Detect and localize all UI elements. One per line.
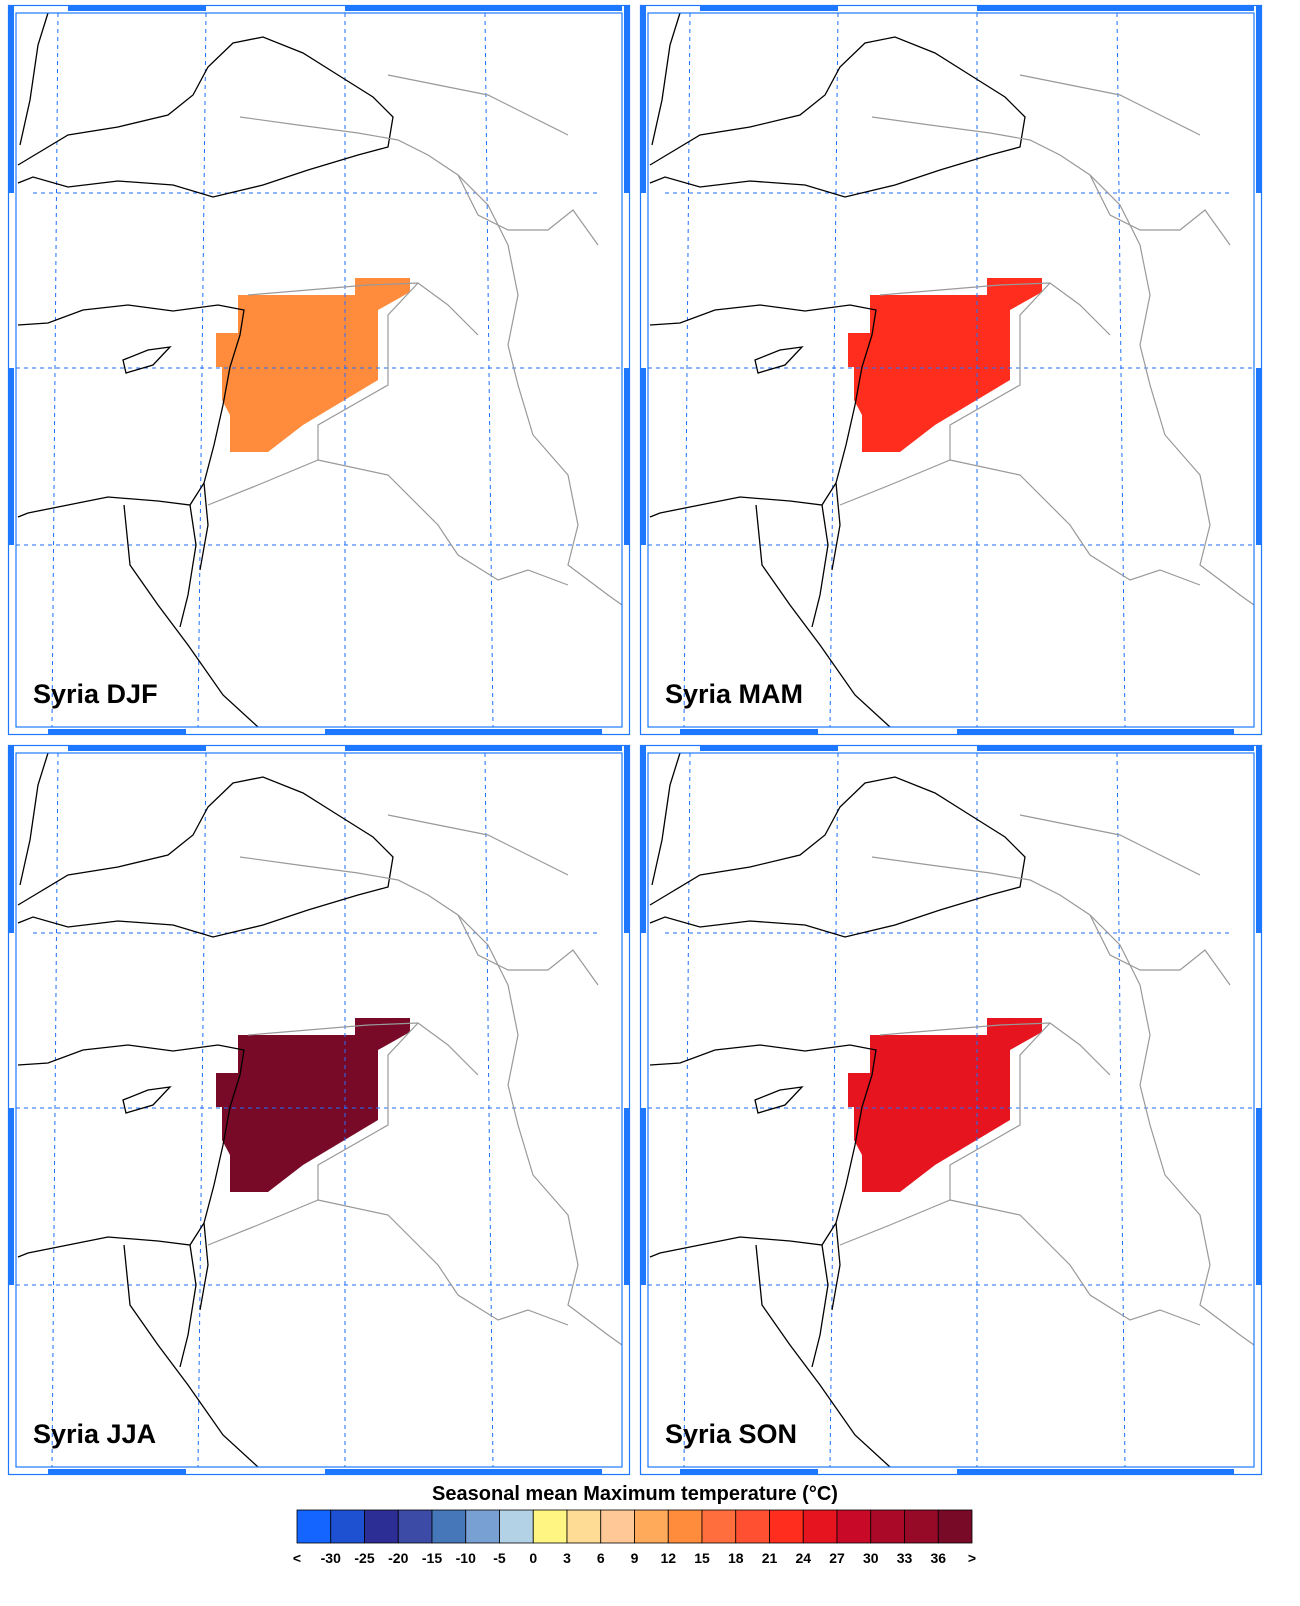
colorbar-label: -30 bbox=[321, 1550, 341, 1566]
colorbar-label: 24 bbox=[795, 1550, 811, 1566]
frame-bar bbox=[325, 1469, 602, 1475]
frame-bar bbox=[640, 1108, 646, 1285]
colorbar-label: -25 bbox=[354, 1550, 374, 1566]
colorbar-label: > bbox=[968, 1550, 976, 1566]
frame-bar bbox=[700, 745, 838, 751]
frame-bar bbox=[680, 1469, 818, 1475]
colorbar-label: -10 bbox=[456, 1550, 476, 1566]
colorbar-box bbox=[634, 1509, 669, 1544]
colorbar-label: 33 bbox=[897, 1550, 913, 1566]
frame-bar bbox=[8, 5, 14, 193]
colorbar-label: -5 bbox=[493, 1550, 506, 1566]
colorbar-box bbox=[465, 1509, 500, 1544]
frame-bar bbox=[68, 5, 206, 11]
syria-field bbox=[216, 278, 410, 452]
syria-field bbox=[848, 278, 1042, 452]
frame-bar bbox=[624, 368, 630, 545]
colorbar-box bbox=[701, 1509, 737, 1544]
colorbar-label: 36 bbox=[930, 1550, 946, 1566]
frame-bar bbox=[345, 745, 622, 751]
frame-bar bbox=[640, 5, 646, 193]
panels: Syria DJF Syria MAM Syria JJA Syria SON bbox=[7, 4, 1263, 1476]
frame-inner bbox=[15, 752, 623, 1468]
frame-bar bbox=[8, 1108, 14, 1285]
frame-inner bbox=[647, 752, 1255, 1468]
syria-field bbox=[216, 1018, 410, 1192]
frame-bar bbox=[1256, 1108, 1262, 1285]
frame-inner bbox=[647, 12, 1255, 728]
colorbar-label: -20 bbox=[388, 1550, 408, 1566]
colorbar-label: 9 bbox=[631, 1550, 639, 1566]
colorbar-box bbox=[600, 1509, 635, 1544]
map-panel: Syria MAM bbox=[639, 4, 1263, 736]
frame-inner bbox=[15, 12, 623, 728]
colorbar-label: 21 bbox=[762, 1550, 778, 1566]
frame-bar bbox=[624, 5, 630, 193]
colorbar-box bbox=[937, 1509, 973, 1544]
frame-bar bbox=[325, 729, 602, 735]
panel-label: Syria DJF bbox=[33, 679, 158, 709]
frame-bar bbox=[1256, 368, 1262, 545]
frame-bar bbox=[624, 745, 630, 933]
frame-bar bbox=[640, 368, 646, 545]
frame-bar bbox=[1256, 745, 1262, 933]
colorbar-label: 0 bbox=[529, 1550, 537, 1566]
panel-label: Syria MAM bbox=[665, 679, 803, 709]
syria-field bbox=[848, 1018, 1042, 1192]
colorbar-box bbox=[735, 1509, 770, 1544]
frame-bar bbox=[1256, 5, 1262, 193]
colorbar-box bbox=[296, 1509, 332, 1544]
colorbar-label: 6 bbox=[597, 1550, 605, 1566]
frame-bar bbox=[977, 5, 1254, 11]
colorbar-label: 15 bbox=[694, 1550, 710, 1566]
colorbar-box bbox=[330, 1509, 365, 1544]
colorbar-box bbox=[769, 1509, 804, 1544]
colorbar-title: Seasonal mean Maximum temperature (°C) bbox=[432, 1483, 838, 1505]
panel-label: Syria SON bbox=[665, 1419, 797, 1449]
frame-bar bbox=[957, 1469, 1234, 1475]
colorbar-box bbox=[904, 1509, 939, 1544]
colorbar-box bbox=[667, 1509, 703, 1544]
frame-bar bbox=[68, 745, 206, 751]
colorbar-box bbox=[364, 1509, 399, 1544]
colorbar-box bbox=[802, 1509, 838, 1544]
colorbar-box bbox=[532, 1509, 568, 1544]
frame-bar bbox=[700, 5, 838, 11]
frame-bar bbox=[48, 1469, 186, 1475]
colorbar-label: -15 bbox=[422, 1550, 442, 1566]
frame-bar bbox=[48, 729, 186, 735]
colorbar-label: 3 bbox=[563, 1550, 571, 1566]
panel-label: Syria JJA bbox=[33, 1419, 156, 1449]
frame-bar bbox=[957, 729, 1234, 735]
frame-bar bbox=[8, 745, 14, 933]
frame-bar bbox=[345, 5, 622, 11]
colorbar-label: < bbox=[293, 1550, 301, 1566]
colorbar-label: 18 bbox=[728, 1550, 744, 1566]
frame-bar bbox=[977, 745, 1254, 751]
colorbar-box bbox=[499, 1509, 534, 1544]
colorbar-box bbox=[431, 1509, 467, 1544]
frame-bar bbox=[680, 729, 818, 735]
colorbar-box bbox=[870, 1509, 905, 1544]
frame-bar bbox=[640, 745, 646, 933]
map-panel: Syria SON bbox=[639, 744, 1263, 1476]
colorbar-box bbox=[566, 1509, 602, 1544]
frame-bar bbox=[624, 1108, 630, 1285]
frame-bar bbox=[8, 368, 14, 545]
colorbar: Seasonal mean Maximum temperature (°C) <… bbox=[293, 1483, 976, 1566]
map-panel: Syria DJF bbox=[7, 4, 631, 736]
colorbar-label: 30 bbox=[863, 1550, 879, 1566]
colorbar-label: 27 bbox=[829, 1550, 845, 1566]
colorbar-box bbox=[836, 1509, 872, 1544]
map-panel: Syria JJA bbox=[7, 744, 631, 1476]
colorbar-label: 12 bbox=[660, 1550, 676, 1566]
colorbar-box bbox=[397, 1509, 433, 1544]
